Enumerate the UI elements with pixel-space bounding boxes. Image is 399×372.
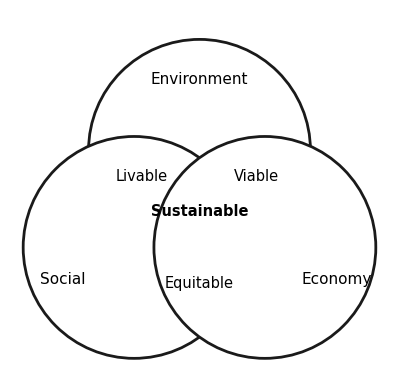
Text: Environment: Environment: [151, 71, 248, 87]
Text: Sustainable: Sustainable: [151, 204, 248, 219]
Circle shape: [23, 137, 245, 358]
Text: Viable: Viable: [234, 169, 280, 184]
Text: Livable: Livable: [116, 169, 168, 184]
Circle shape: [89, 39, 310, 261]
Text: Social: Social: [40, 272, 85, 286]
Circle shape: [154, 137, 376, 358]
Text: Equitable: Equitable: [165, 276, 234, 291]
Text: Economy: Economy: [301, 272, 371, 286]
